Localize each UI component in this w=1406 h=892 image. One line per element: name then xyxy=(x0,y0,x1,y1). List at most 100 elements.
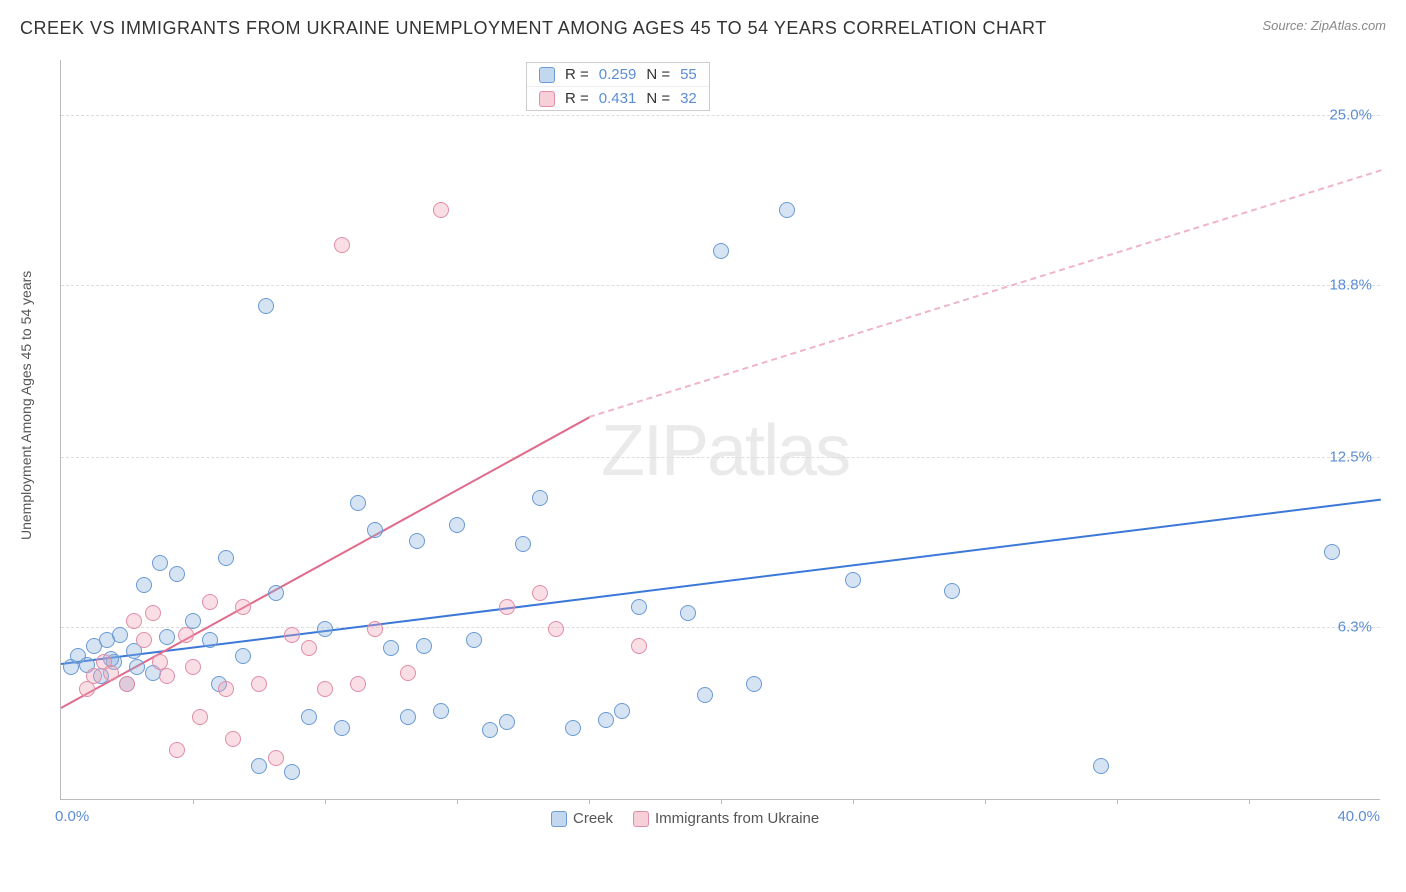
grid-line xyxy=(61,627,1380,628)
data-point xyxy=(169,566,185,582)
swatch-blue-icon xyxy=(539,67,555,83)
x-tick xyxy=(193,799,194,804)
data-point xyxy=(433,202,449,218)
chart-title: CREEK VS IMMIGRANTS FROM UKRAINE UNEMPLO… xyxy=(20,18,1047,39)
data-point xyxy=(944,583,960,599)
r-value: 0.431 xyxy=(599,90,637,107)
data-point xyxy=(103,665,119,681)
plot-region: ZIPatlas R = 0.259 N = 55 R = 0.431 N = … xyxy=(60,60,1380,800)
data-point xyxy=(845,572,861,588)
data-point xyxy=(268,585,284,601)
x-tick xyxy=(853,799,854,804)
data-point xyxy=(126,613,142,629)
data-point xyxy=(192,709,208,725)
data-point xyxy=(466,632,482,648)
data-point xyxy=(383,640,399,656)
data-point xyxy=(532,490,548,506)
n-value: 55 xyxy=(680,66,697,83)
legend-label: Creek xyxy=(573,810,613,827)
data-point xyxy=(202,594,218,610)
data-point xyxy=(350,676,366,692)
legend-stats: R = 0.259 N = 55 R = 0.431 N = 32 xyxy=(526,62,710,111)
data-point xyxy=(367,522,383,538)
data-point xyxy=(284,764,300,780)
y-tick-label: 6.3% xyxy=(1338,619,1372,636)
data-point xyxy=(169,742,185,758)
legend-item-creek: Creek xyxy=(551,810,613,827)
data-point xyxy=(145,605,161,621)
data-point xyxy=(746,676,762,692)
data-point xyxy=(301,640,317,656)
r-label: R = xyxy=(565,66,589,83)
watermark-zip: ZIP xyxy=(601,411,707,491)
data-point xyxy=(532,585,548,601)
data-point xyxy=(1093,758,1109,774)
data-point xyxy=(400,665,416,681)
data-point xyxy=(136,577,152,593)
y-tick-label: 25.0% xyxy=(1329,106,1372,123)
x-tick xyxy=(1117,799,1118,804)
data-point xyxy=(565,720,581,736)
data-point xyxy=(1324,544,1340,560)
legend-stats-row: R = 0.259 N = 55 xyxy=(527,63,709,86)
data-point xyxy=(112,627,128,643)
x-max-label: 40.0% xyxy=(1337,808,1380,825)
x-tick xyxy=(721,799,722,804)
watermark: ZIPatlas xyxy=(601,410,849,492)
data-point xyxy=(86,668,102,684)
data-point xyxy=(334,237,350,253)
data-point xyxy=(548,621,564,637)
legend-item-ukraine: Immigrants from Ukraine xyxy=(633,810,819,827)
data-point xyxy=(631,599,647,615)
data-point xyxy=(152,555,168,571)
legend-label: Immigrants from Ukraine xyxy=(655,810,819,827)
swatch-blue-icon xyxy=(551,811,567,827)
data-point xyxy=(251,676,267,692)
data-point xyxy=(185,659,201,675)
r-label: R = xyxy=(565,90,589,107)
x-tick xyxy=(985,799,986,804)
swatch-pink-icon xyxy=(633,811,649,827)
data-point xyxy=(129,659,145,675)
x-tick xyxy=(325,799,326,804)
data-point xyxy=(268,750,284,766)
data-point xyxy=(284,627,300,643)
data-point xyxy=(218,681,234,697)
data-point xyxy=(409,533,425,549)
trend-line xyxy=(61,499,1381,665)
data-point xyxy=(482,722,498,738)
r-value: 0.259 xyxy=(599,66,637,83)
data-point xyxy=(235,648,251,664)
data-point xyxy=(614,703,630,719)
n-label: N = xyxy=(646,90,670,107)
swatch-pink-icon xyxy=(539,91,555,107)
data-point xyxy=(317,681,333,697)
data-point xyxy=(713,243,729,259)
x-tick xyxy=(457,799,458,804)
data-point xyxy=(178,627,194,643)
y-axis-label: Unemployment Among Ages 45 to 54 years xyxy=(18,271,34,540)
x-tick xyxy=(1249,799,1250,804)
data-point xyxy=(317,621,333,637)
chart-area: ZIPatlas R = 0.259 N = 55 R = 0.431 N = … xyxy=(50,60,1390,830)
data-point xyxy=(680,605,696,621)
grid-line xyxy=(61,115,1380,116)
data-point xyxy=(202,632,218,648)
data-point xyxy=(499,714,515,730)
data-point xyxy=(499,599,515,615)
data-point xyxy=(334,720,350,736)
n-value: 32 xyxy=(680,90,697,107)
y-tick-label: 12.5% xyxy=(1329,449,1372,466)
data-point xyxy=(367,621,383,637)
data-point xyxy=(631,638,647,654)
n-label: N = xyxy=(646,66,670,83)
x-min-label: 0.0% xyxy=(55,808,89,825)
data-point xyxy=(400,709,416,725)
data-point xyxy=(79,681,95,697)
data-point xyxy=(159,629,175,645)
data-point xyxy=(251,758,267,774)
data-point xyxy=(136,632,152,648)
data-point xyxy=(218,550,234,566)
data-point xyxy=(449,517,465,533)
legend-stats-row: R = 0.431 N = 32 xyxy=(527,86,709,110)
